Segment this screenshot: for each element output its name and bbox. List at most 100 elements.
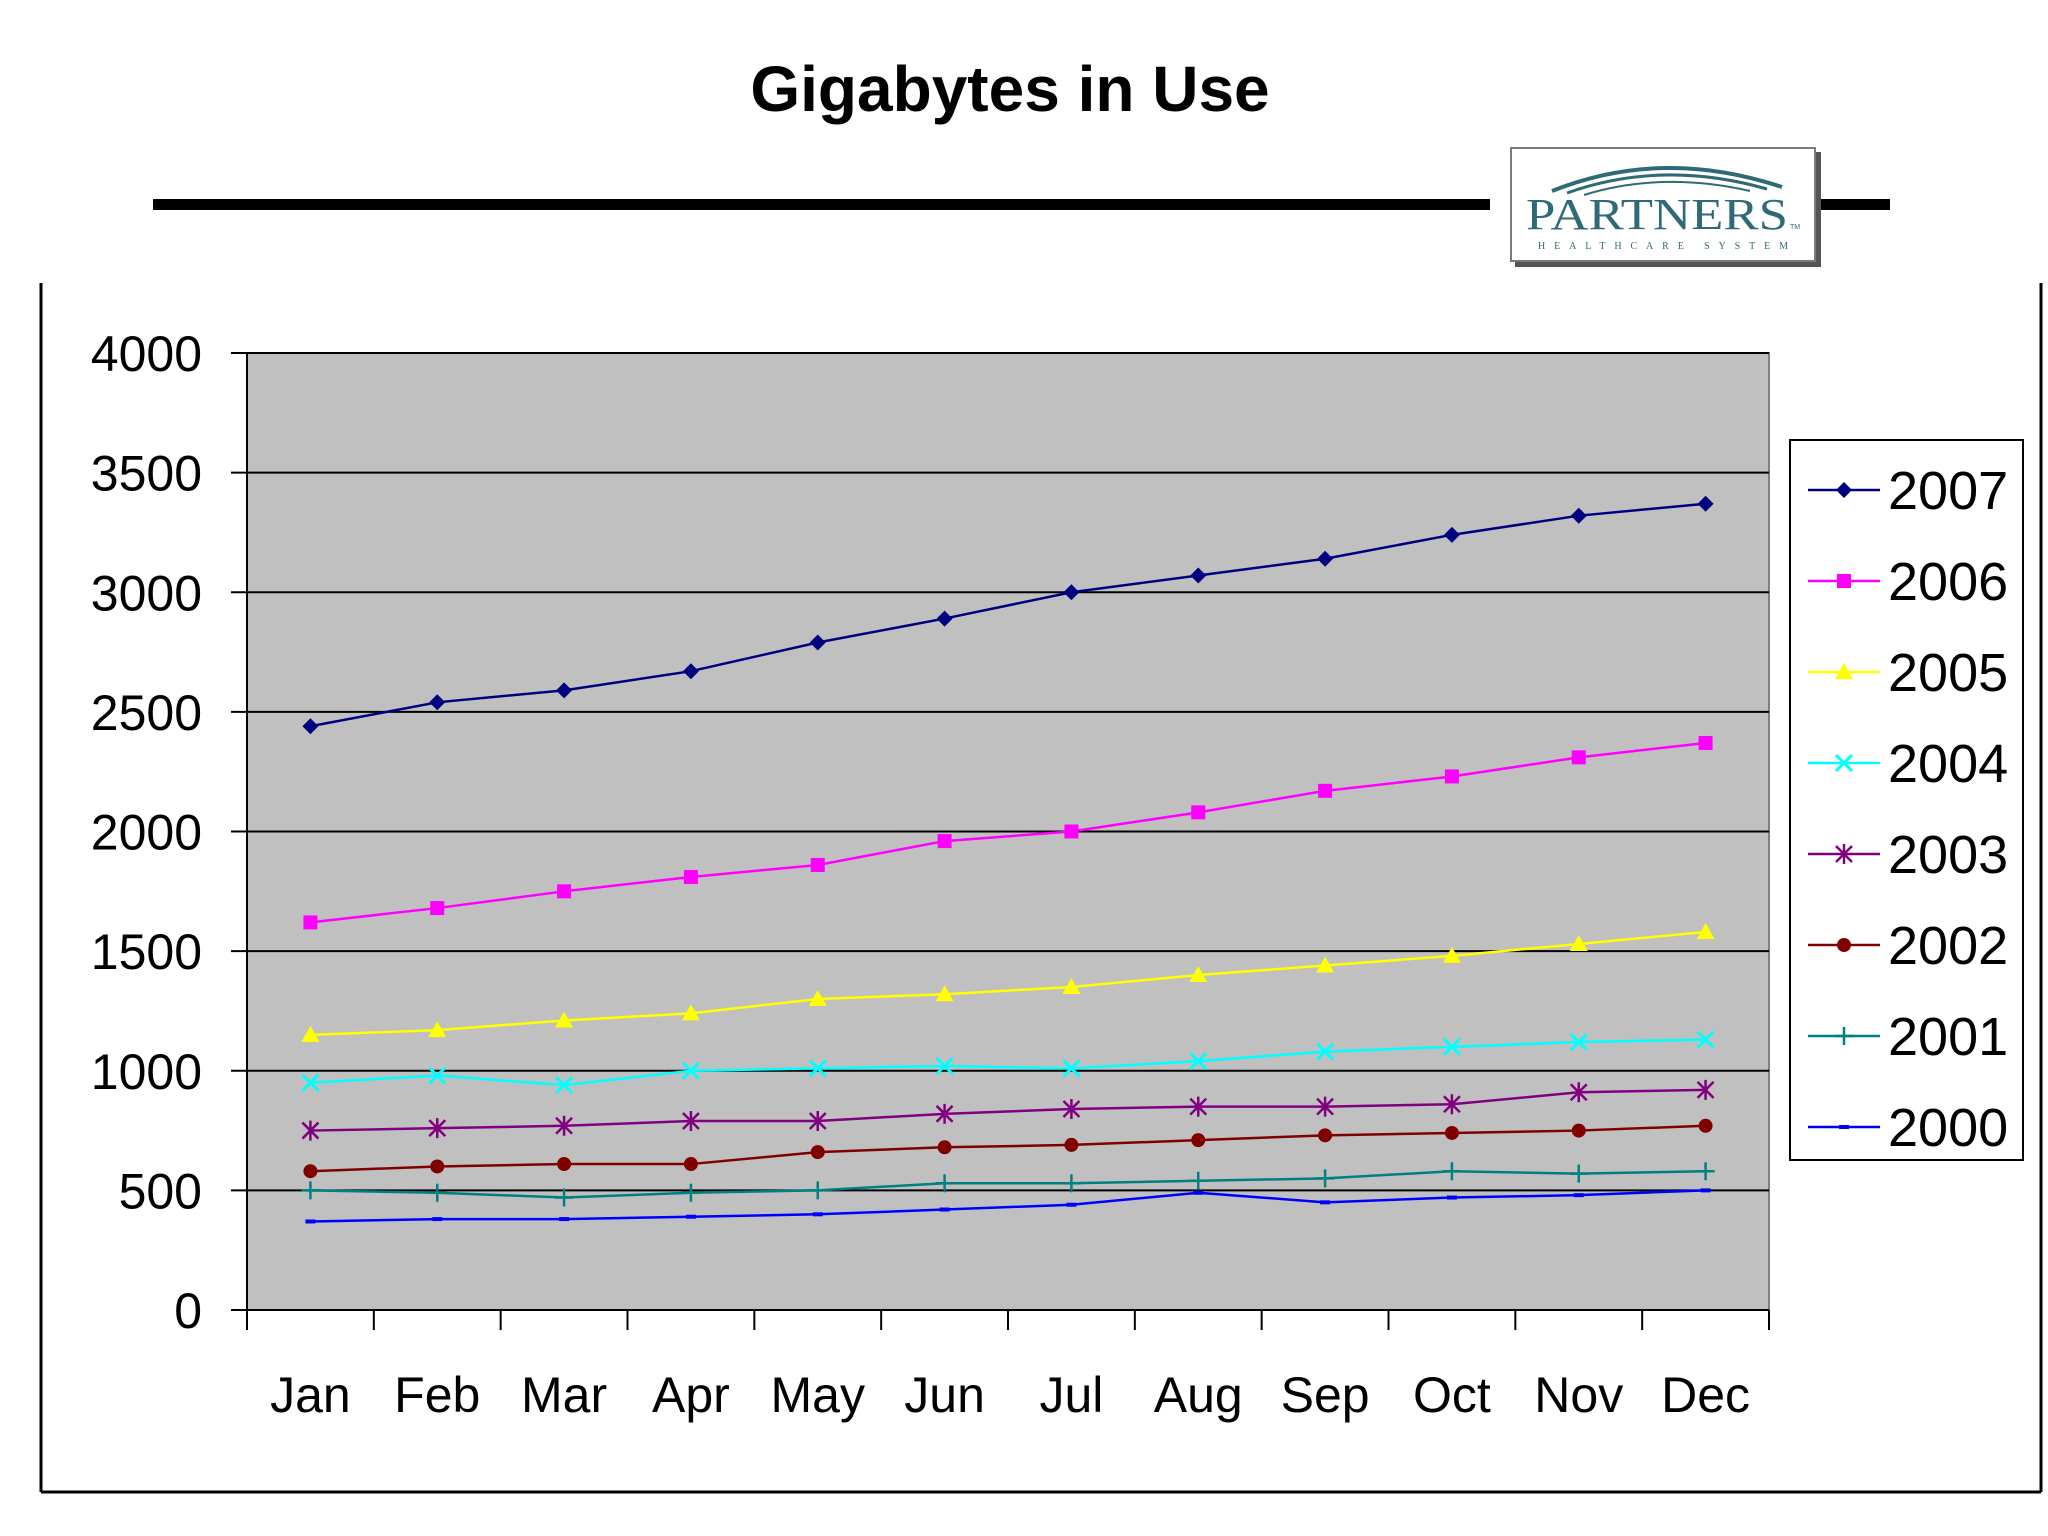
- x-tick-label: Feb: [394, 1367, 480, 1423]
- data-point: [935, 985, 954, 1002]
- data-point: [1189, 966, 1208, 983]
- y-tick-label: 3000: [91, 565, 202, 621]
- series-line-2004: [310, 1038, 1706, 1087]
- legend-marker: [1837, 574, 1851, 588]
- data-point: [808, 1059, 827, 1078]
- legend-item-2000: 2000: [1808, 1098, 2008, 1158]
- data-point: [428, 1118, 447, 1139]
- data-point: [430, 901, 445, 916]
- data-point: [1062, 1099, 1081, 1120]
- data-point: [683, 1157, 698, 1172]
- legend-label: 2007: [1888, 461, 2008, 521]
- x-tick-label: Dec: [1661, 1367, 1750, 1423]
- legend-marker: [1836, 482, 1852, 498]
- data-point: [429, 694, 446, 711]
- data-point: [681, 1183, 700, 1202]
- logo-trademark: TM: [1790, 224, 1800, 231]
- data-point: [808, 1110, 827, 1131]
- data-point: [682, 1110, 700, 1131]
- data-point: [1189, 1171, 1208, 1190]
- data-point: [1062, 1174, 1081, 1193]
- legend-item-2002: 2002: [1808, 916, 2008, 976]
- y-tick-label: 1500: [91, 924, 202, 980]
- y-tick-label: 500: [119, 1163, 202, 1219]
- y-tick-label: 2000: [91, 805, 202, 861]
- data-point: [1191, 805, 1206, 820]
- legend-item-2005: 2005: [1808, 643, 2008, 703]
- data-point: [1442, 1162, 1461, 1181]
- series-2007: [302, 495, 1714, 735]
- data-point: [1442, 1037, 1461, 1056]
- data-point: [936, 610, 953, 627]
- data-point: [302, 718, 319, 735]
- data-point: [1443, 526, 1460, 543]
- data-point: [1317, 550, 1334, 567]
- legend-label: 2001: [1888, 1007, 2008, 1067]
- data-point: [682, 663, 699, 680]
- legend-item-2003: 2003: [1808, 825, 2008, 885]
- data-point: [935, 1056, 954, 1076]
- data-point: [681, 1061, 700, 1080]
- data-point: [1571, 750, 1586, 765]
- y-tick-label: 1000: [91, 1044, 202, 1100]
- legend-marker: [1837, 938, 1851, 952]
- data-point: [555, 1188, 574, 1207]
- data-point: [681, 1004, 700, 1021]
- legend: 2007 2006 2005 2004 2003 2002 2001 2000: [1789, 439, 2024, 1161]
- series-line-2000: [310, 1189, 1706, 1223]
- data-point: [1443, 1094, 1461, 1115]
- data-point: [1569, 1164, 1588, 1183]
- data-point: [1444, 1125, 1459, 1140]
- data-point: [303, 915, 318, 930]
- data-point: [683, 869, 698, 884]
- data-point: [685, 1214, 696, 1219]
- data-point: [557, 1157, 572, 1172]
- legend-box: [1789, 439, 2024, 1161]
- y-axis-ticks: 4000 3500 3000 2500 2000 1500 1000 500 0: [91, 326, 247, 1339]
- y-tick-label: 4000: [91, 326, 202, 382]
- data-point: [1446, 1195, 1457, 1200]
- series-lines: [301, 495, 1715, 1224]
- data-point: [810, 857, 825, 872]
- legend-label: 2006: [1888, 552, 2008, 612]
- legend-marker: [1839, 1125, 1849, 1129]
- data-point: [1193, 1190, 1204, 1195]
- legend-label: 2002: [1888, 916, 2008, 976]
- legend-items: 2007 2006 2005 2004 2003 2002 2001 2000: [1808, 461, 2008, 1158]
- x-tick-label: Jun: [904, 1367, 985, 1423]
- data-point: [1318, 1128, 1333, 1143]
- series-2005: [301, 922, 1715, 1042]
- data-point: [808, 1181, 827, 1200]
- data-point: [301, 1181, 320, 1200]
- data-point: [1569, 934, 1588, 951]
- series-line-2007: [310, 502, 1706, 728]
- data-point: [1189, 1096, 1208, 1117]
- data-point: [1696, 1079, 1715, 1100]
- data-point: [1570, 507, 1587, 524]
- partners-logo: PARTNERS TM HEALTHCARE SYSTEM: [1510, 147, 1816, 262]
- series-2001: [301, 1162, 1715, 1207]
- data-point: [432, 1217, 443, 1222]
- data-point: [935, 1174, 954, 1193]
- data-point: [1316, 1096, 1334, 1117]
- data-point: [430, 1159, 445, 1174]
- data-point: [1066, 1202, 1077, 1207]
- x-tick-label: May: [771, 1367, 865, 1423]
- data-point: [1569, 1032, 1588, 1052]
- data-point: [301, 1025, 320, 1042]
- data-point: [428, 1021, 447, 1038]
- series-line-2005: [310, 930, 1706, 1037]
- data-point: [1316, 1042, 1335, 1061]
- title-rule-left: [153, 199, 1490, 210]
- data-point: [1320, 1200, 1331, 1205]
- data-point: [1697, 495, 1714, 512]
- y-tick-label: 3500: [91, 446, 202, 502]
- data-point: [555, 1115, 573, 1136]
- data-point: [1700, 1188, 1711, 1193]
- data-point: [935, 1103, 954, 1124]
- legend-label: 2000: [1888, 1098, 2008, 1158]
- logo-wordmark: PARTNERS: [1526, 190, 1788, 239]
- data-point: [303, 1164, 318, 1179]
- legend-marker: [1835, 844, 1853, 864]
- data-point: [1696, 922, 1715, 939]
